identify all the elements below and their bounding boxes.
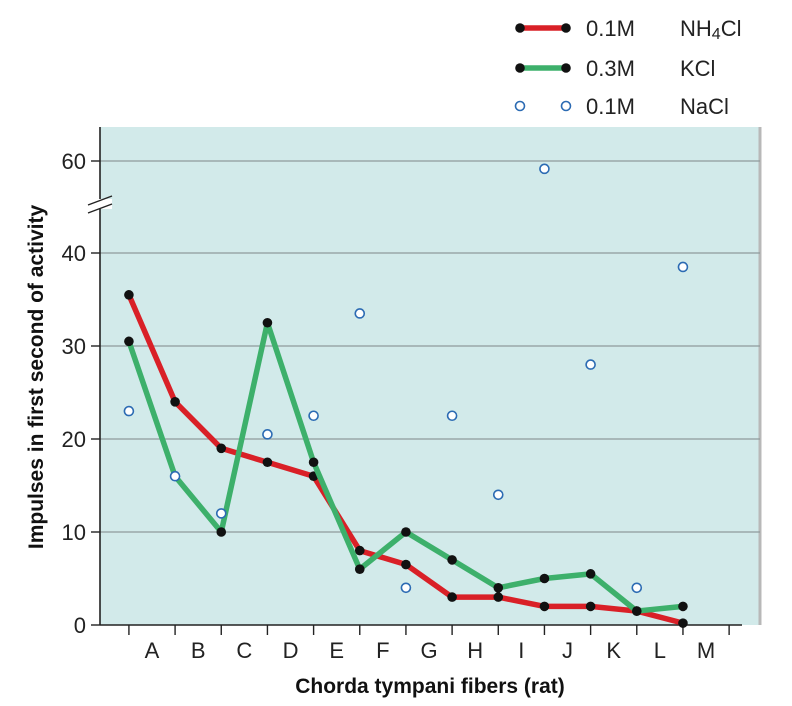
y-tick-label: 0 [74,613,86,638]
data-point [262,317,273,328]
legend-salt-main: NH [680,16,712,41]
data-point [539,573,550,584]
y-axis-title: Impulses in first second of activity [25,205,48,550]
data-point [492,489,504,501]
legend-salt-tail: Cl [721,16,742,41]
x-tick-label: F [376,638,389,663]
data-point [262,457,273,468]
data-point [631,582,643,594]
y-tick-label: 40 [62,241,86,266]
data-point [169,470,181,482]
data-point [124,290,134,300]
data-point [447,555,457,565]
legend-salt: KCl [680,56,715,81]
data-point [493,583,504,593]
data-point [401,527,411,537]
data-point [446,410,458,422]
data-point [354,564,365,574]
data-point [539,163,550,175]
y-tick-label: 60 [62,149,86,174]
data-point [123,405,135,417]
legend: 0.1M NH4Cl 0.3M KCl 0.1M NaCl [514,16,741,119]
y-tick-label: 20 [62,427,86,452]
data-point [262,429,273,440]
series-2 [123,163,689,594]
data-point [447,592,457,602]
x-tick-label: M [697,638,715,663]
axis-break-mark [87,195,113,206]
axis-break-mark [87,203,113,214]
legend-salt: NaCl [680,94,729,119]
data-point [401,559,411,570]
legend-salt-main: NaCl [680,94,729,119]
data-point [400,582,412,594]
x-axis-title: Chorda tympani fibers (rat) [295,675,565,698]
y-tick-label: 30 [62,334,86,359]
x-tick-label: H [467,638,483,663]
legend-concentration: 0.1M [586,94,635,119]
x-tick-label: L [654,638,666,663]
x-tick-label: K [606,638,621,663]
legend-salt: NH4Cl [680,16,741,43]
y-tick-label: 10 [62,520,86,545]
x-tick-label: J [562,638,573,663]
axis-break-gap [88,199,112,209]
data-point [585,359,596,370]
x-tick-label: I [518,638,524,663]
x-tick-label: C [236,638,252,663]
legend-swatch-point [515,63,525,73]
data-point [493,592,504,602]
legend-concentration: 0.3M [586,56,635,81]
legend-salt-main: KCl [680,56,715,81]
data-point [678,601,688,612]
x-tick-label: G [420,638,437,663]
data-point [216,443,227,454]
x-tick-label: E [329,638,344,663]
data-point [585,569,596,579]
legend-swatch-point [514,100,526,112]
data-point [216,527,227,537]
data-point [124,336,134,347]
data-point [308,410,319,422]
data-point [678,618,688,628]
x-tick-label: D [283,638,299,663]
data-point [354,308,366,319]
data-point [677,261,689,273]
legend-swatch-point [561,63,571,73]
data-point [631,606,642,616]
legend-swatch-point [561,23,571,33]
x-tick-label: B [191,638,206,663]
legend-concentration: 0.1M [586,16,635,41]
data-point [308,457,319,468]
data-point [539,601,550,612]
data-point [354,545,365,556]
x-tick-label: A [145,638,160,663]
legend-swatch-point [515,23,525,33]
data-point [170,397,180,407]
data-point [215,508,227,519]
legend-swatch-point [560,100,572,112]
data-point [585,601,596,612]
legend-salt-subscript: 4 [712,26,721,43]
plot-area [100,127,760,625]
